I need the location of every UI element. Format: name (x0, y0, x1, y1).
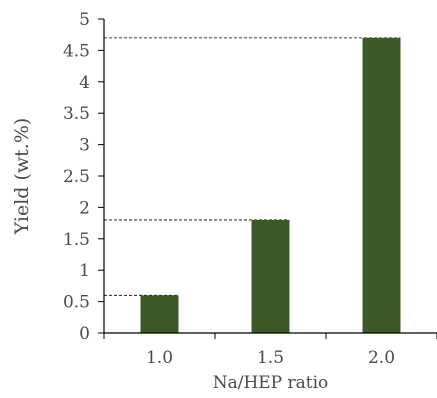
y-axis-ticks: 0 0.5 1 1.5 2 2.5 3 3.5 4 4.5 5 (63, 10, 104, 344)
y-tick-label: 2 (79, 198, 90, 218)
y-tick-label: 0.5 (63, 293, 90, 313)
x-tick-label: 2.0 (368, 348, 395, 368)
y-axis-label: Yield (wt.%) (11, 118, 33, 236)
y-tick-label: 4 (79, 73, 90, 93)
bar (362, 37, 401, 334)
x-axis-ticks: 1.0 1.5 2.0 (103, 333, 437, 368)
y-tick-label: 5 (79, 10, 90, 30)
y-tick-label: 4.5 (63, 41, 90, 61)
bar (251, 219, 290, 333)
x-tick-label: 1.5 (257, 348, 284, 368)
bars (140, 37, 401, 334)
bar (140, 295, 179, 333)
x-axis-label: Na/HEP ratio (213, 373, 329, 393)
y-tick-label: 3 (79, 136, 90, 156)
y-tick-label: 0 (79, 324, 90, 344)
y-tick-label: 1 (79, 261, 90, 281)
y-tick-label: 2.5 (63, 167, 90, 187)
y-tick-label: 3.5 (63, 104, 90, 124)
y-tick-label: 1.5 (63, 230, 90, 250)
x-tick-label: 1.0 (146, 348, 173, 368)
